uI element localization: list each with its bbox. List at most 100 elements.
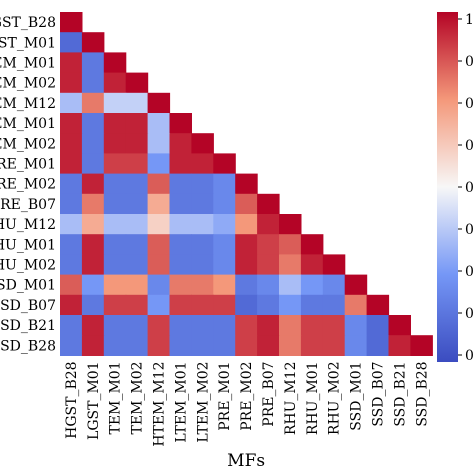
heatmap-cell xyxy=(81,153,105,175)
heatmap-cell xyxy=(344,335,368,356)
heatmap-cell xyxy=(103,294,127,316)
row-label: HGST_B28 xyxy=(0,15,56,31)
heatmap-cell xyxy=(191,214,214,235)
heatmap-cell xyxy=(213,274,236,296)
heatmap-cell xyxy=(257,274,280,296)
heatmap-cell xyxy=(213,193,236,215)
heatmap-cell xyxy=(81,315,105,336)
heatmap-cell xyxy=(169,274,192,296)
heatmap-cell xyxy=(81,274,105,296)
heatmap-cell xyxy=(300,254,324,276)
heatmap-cells xyxy=(60,12,433,356)
heatmap-cell xyxy=(147,234,171,255)
row-label: PRE_M02 xyxy=(0,177,56,193)
heatmap-cell xyxy=(257,294,280,316)
heatmap-cell xyxy=(235,214,258,235)
heatmap-cell xyxy=(147,92,171,114)
heatmap-cell xyxy=(81,72,105,94)
column-label: TEM_M01 xyxy=(108,361,124,434)
heatmap-cell xyxy=(344,315,368,336)
heatmap-cell xyxy=(366,315,390,336)
row-label: TEM_M12 xyxy=(0,96,56,112)
heatmap-cell xyxy=(322,315,346,336)
heatmap-cell xyxy=(60,254,83,276)
colorbar-tick-label: 0 xyxy=(465,306,474,322)
heatmap-cell xyxy=(322,294,346,316)
heatmap-cell xyxy=(103,173,127,195)
heatmap-cell xyxy=(60,153,83,175)
column-label: SSD_B28 xyxy=(414,361,430,426)
heatmap-cell xyxy=(235,254,258,276)
heatmap-cell xyxy=(147,173,171,195)
heatmap-cell xyxy=(125,315,149,336)
heatmap-cell xyxy=(147,193,171,215)
heatmap-cell xyxy=(103,92,127,114)
heatmap-cell xyxy=(235,294,258,316)
heatmap-cell xyxy=(257,214,280,235)
heatmap-cell xyxy=(125,92,149,114)
heatmap-cell xyxy=(125,113,149,134)
heatmap-cell xyxy=(81,193,105,215)
heatmap-cell xyxy=(147,335,171,356)
heatmap-cell xyxy=(103,72,127,94)
heatmap-cell xyxy=(125,254,149,276)
heatmap-cell xyxy=(125,214,149,235)
heatmap-cell xyxy=(279,294,302,316)
heatmap-cell xyxy=(81,32,105,53)
heatmap-cell xyxy=(60,294,83,316)
heatmap-cell xyxy=(81,254,105,276)
column-label: LTEM_M01 xyxy=(173,361,189,442)
heatmap-cell xyxy=(147,214,171,235)
heatmap-cell xyxy=(103,153,127,175)
column-label: LTEM_M02 xyxy=(195,361,211,442)
heatmap-cell xyxy=(169,173,192,195)
heatmap-cell xyxy=(60,193,83,215)
heatmap-cell xyxy=(300,335,324,356)
row-labels: HGST_B28 LGST_M01 TEM_M01 TEM_M02 TEM_M12 TEM… xyxy=(0,15,56,354)
heatmap-cell xyxy=(235,234,258,255)
column-label: SSD_B21 xyxy=(392,361,408,426)
heatmap-cell xyxy=(60,234,83,255)
heatmap-cell xyxy=(60,113,83,134)
column-label: TEM_M02 xyxy=(130,361,146,434)
colorbar-tick-label: 0 xyxy=(465,348,474,364)
heatmap-cell xyxy=(191,335,214,356)
heatmap-cell xyxy=(300,294,324,316)
heatmap-cell xyxy=(169,294,192,316)
row-label: TEM_M02 xyxy=(0,136,56,152)
heatmap-cell xyxy=(213,294,236,316)
heatmap-cell xyxy=(147,254,171,276)
colorbar xyxy=(437,12,458,362)
heatmap-cell xyxy=(125,294,149,316)
heatmap-cell xyxy=(257,234,280,255)
heatmap-cell xyxy=(103,274,127,296)
colorbar-tick-label: 0 xyxy=(465,264,474,280)
heatmap-cell xyxy=(344,294,368,316)
heatmap-cell xyxy=(103,193,127,215)
heatmap-cell xyxy=(147,133,171,154)
heatmap-cell xyxy=(60,32,83,53)
column-label: RHU_M12 xyxy=(283,361,299,435)
column-label: PRE_M01 xyxy=(217,361,233,430)
heatmap-cell xyxy=(279,254,302,276)
heatmap-cell xyxy=(235,193,258,215)
heatmap-cell xyxy=(257,193,280,215)
heatmap-cell xyxy=(60,133,83,154)
heatmap-cell xyxy=(191,254,214,276)
heatmap-cell xyxy=(103,254,127,276)
heatmap-cell xyxy=(279,214,302,235)
heatmap-cell xyxy=(279,315,302,336)
heatmap-cell xyxy=(213,214,236,235)
x-axis-label: MFs xyxy=(227,451,265,471)
heatmap-cell xyxy=(60,274,83,296)
heatmap-cell xyxy=(81,113,105,134)
column-label: HTEM_M12 xyxy=(152,361,168,446)
heatmap-cell xyxy=(125,234,149,255)
heatmap-cell xyxy=(103,113,127,134)
column-label: RHU_M02 xyxy=(327,361,343,435)
heatmap-cell xyxy=(169,315,192,336)
heatmap-cell xyxy=(125,335,149,356)
heatmap-cell xyxy=(81,294,105,316)
heatmap-cell xyxy=(60,12,83,33)
